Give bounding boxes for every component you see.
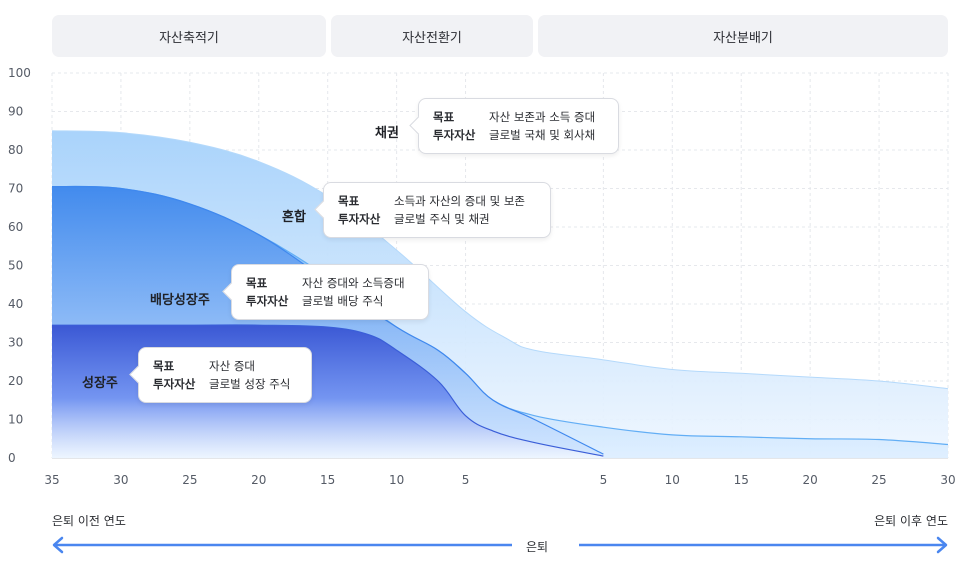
- callout-bond: 목표 자산 보존과 소득 증대 투자자산 글로벌 국채 및 회사채: [418, 98, 619, 154]
- asset-text: 글로벌 성장 주식: [209, 377, 291, 391]
- phase-accumulation: 자산축적기: [52, 15, 326, 57]
- area-bond-line: [51, 130, 949, 390]
- retirement-label: 은퇴: [526, 540, 549, 554]
- x-tick-label: 20: [251, 473, 266, 487]
- label-mixed: 혼합: [282, 210, 306, 225]
- callout-dividend: 목표 자산 증대와 소득증대 투자자산 글로벌 배당 주식: [231, 264, 429, 320]
- goal-text: 자산 보존과 소득 증대: [489, 110, 596, 124]
- y-tick-label: 90: [8, 105, 23, 119]
- x-tick-label: 15: [734, 473, 749, 487]
- x-tick-label: 5: [600, 473, 608, 487]
- x-tick-label: 30: [940, 473, 955, 487]
- goal-label: 목표: [338, 194, 360, 208]
- callout-mixed: 목표 소득과 자산의 증대 및 보존 투자자산 글로벌 주식 및 채권: [323, 182, 551, 238]
- y-tick-label: 70: [8, 182, 23, 196]
- tick-labels: 0 10 20 30 40 50 60 70 80 90 100 35 30 25 20 15 10 5 5 10 15…: [8, 66, 956, 487]
- y-tick-label: 10: [8, 413, 23, 427]
- goal-text: 소득과 자산의 증대 및 보존: [394, 194, 526, 208]
- x-tick-label: 10: [665, 473, 680, 487]
- post-retirement-label: 은퇴 이후 연도: [874, 514, 948, 528]
- x-tick-label: 30: [113, 473, 128, 487]
- callout-growth: 목표 자산 증대 투자자산 글로벌 성장 주식: [138, 347, 312, 403]
- x-tick-label: 25: [871, 473, 886, 487]
- asset-text: 글로벌 주식 및 채권: [394, 212, 490, 226]
- asset-label: 투자자산: [433, 128, 476, 142]
- goal-label: 목표: [433, 110, 455, 124]
- left-arrow-head-icon: [52, 536, 64, 554]
- y-tick-label: 60: [8, 220, 23, 234]
- x-tick-label: 5: [462, 473, 470, 487]
- right-arrow-head-icon: [936, 536, 948, 554]
- asset-text: 글로벌 배당 주식: [302, 294, 384, 308]
- y-tick-label: 20: [8, 374, 23, 388]
- label-bond: 채권: [375, 126, 399, 141]
- asset-label: 투자자산: [338, 212, 381, 226]
- asset-text: 글로벌 국채 및 회사채: [489, 128, 596, 142]
- pre-retirement-label: 은퇴 이전 연도: [52, 514, 126, 528]
- label-dividend: 배당성장주: [150, 293, 210, 308]
- phase-transition: 자산전환기: [331, 15, 533, 57]
- goal-label: 목표: [153, 359, 175, 373]
- x-tick-label: 20: [803, 473, 818, 487]
- x-tick-label: 10: [389, 473, 404, 487]
- y-tick-label: 50: [8, 259, 23, 273]
- y-tick-label: 0: [8, 451, 16, 465]
- asset-label: 투자자산: [153, 377, 196, 391]
- y-tick-label: 30: [8, 336, 23, 350]
- x-tick-label: 35: [44, 473, 59, 487]
- y-tick-label: 80: [8, 143, 23, 157]
- area-growth-line: [52, 324, 604, 457]
- x-tick-label: 15: [320, 473, 335, 487]
- y-tick-label: 40: [8, 297, 23, 311]
- phase-distribution: 자산분배기: [538, 15, 948, 57]
- goal-text: 자산 증대: [209, 359, 255, 373]
- goal-text: 자산 증대와 소득증대: [302, 276, 405, 290]
- retirement-arrows: [52, 536, 948, 554]
- goal-label: 목표: [246, 276, 268, 290]
- y-tick-label: 100: [8, 66, 31, 80]
- asset-label: 투자자산: [246, 294, 289, 308]
- x-tick-label: 25: [182, 473, 197, 487]
- label-growth: 성장주: [82, 376, 118, 391]
